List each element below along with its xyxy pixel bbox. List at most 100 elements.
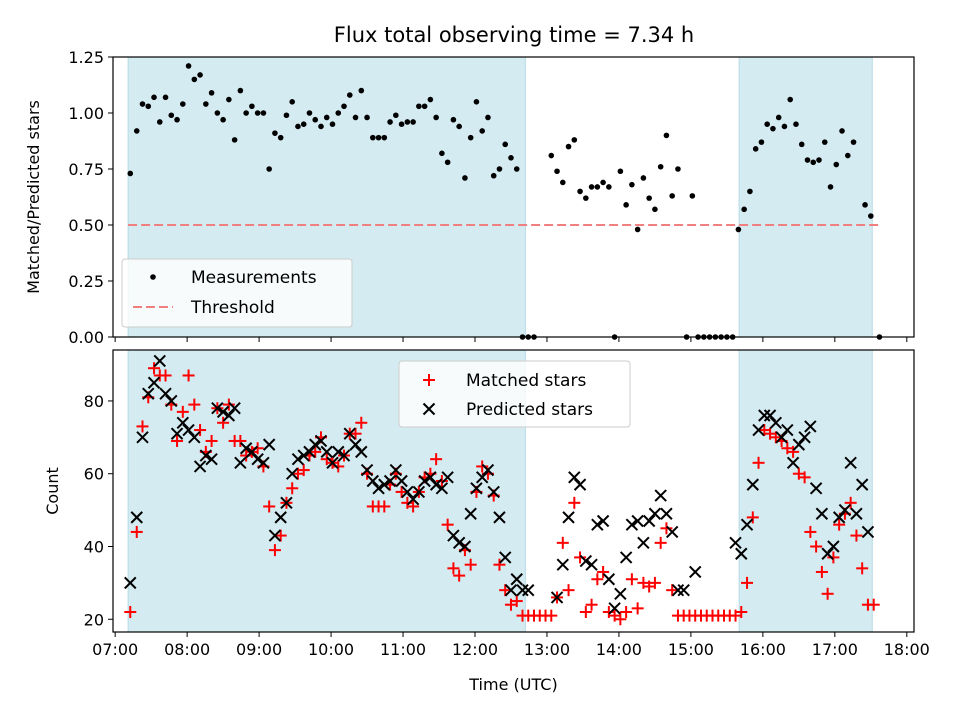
- predicted-star-point: [504, 583, 518, 597]
- marker-stroke: [850, 507, 863, 520]
- measurement-point: [387, 119, 393, 125]
- measurement-point: [634, 226, 641, 233]
- measurement-point: [485, 114, 491, 121]
- matched-star-point: [234, 434, 247, 447]
- predicted-star-point: [257, 456, 270, 470]
- matched-star-point: [574, 551, 587, 564]
- marker-stroke: [844, 456, 857, 470]
- marker-stroke: [159, 387, 172, 400]
- measurement-point: [508, 155, 514, 161]
- predicted-star-point: [303, 445, 316, 459]
- predicted-star-point: [234, 456, 247, 470]
- marker-stroke: [378, 478, 391, 491]
- predicted-star-point: [130, 511, 143, 524]
- measurement-point: [318, 123, 324, 130]
- matched-star-point: [493, 558, 506, 571]
- matched-star-point: [614, 613, 627, 626]
- measurement-point: [793, 121, 799, 127]
- predicted-star-point: [401, 485, 414, 499]
- predicted-star-point: [222, 409, 236, 422]
- measurement-point: [502, 141, 509, 148]
- marker-stroke: [827, 540, 840, 553]
- predicted-star-point: [199, 449, 213, 462]
- predicted-star-point: [142, 387, 155, 400]
- measurement-point: [629, 181, 635, 188]
- matched-star-point: [222, 398, 235, 411]
- matched-star-point: [746, 511, 759, 524]
- legend-ratio: Measurements Threshold: [121, 258, 353, 328]
- measurement-point: [735, 226, 742, 233]
- x-tick-label: 08:00: [164, 640, 210, 659]
- measurement-point: [606, 184, 612, 190]
- marker-stroke: [441, 471, 454, 484]
- figure-title: Flux total observing time = 7.34 h: [334, 23, 694, 47]
- x-tick-label: 10:00: [308, 640, 354, 659]
- measurement-point: [226, 96, 232, 103]
- marker-stroke: [809, 482, 823, 495]
- measurement-point: [174, 116, 180, 123]
- measurement-point: [675, 166, 681, 172]
- predicted-star-point: [556, 558, 570, 571]
- predicted-star-point: [349, 438, 362, 451]
- marker-stroke: [550, 591, 564, 604]
- measurement-point: [185, 63, 192, 69]
- predicted-star-point: [809, 482, 823, 495]
- marker-stroke: [418, 474, 431, 488]
- marker-stroke: [746, 478, 759, 491]
- matched-star-point: [395, 485, 408, 498]
- measurement-point: [565, 143, 572, 150]
- marker-stroke: [660, 507, 673, 520]
- predicted-star-point: [631, 514, 644, 528]
- predicted-star-point: [821, 547, 834, 560]
- y-axis-label: Count: [43, 467, 62, 515]
- ratio-panel: 0.00 0.25 0.50 0.75 1.00 1.25 Matched/Predicte…: [24, 48, 915, 347]
- marker-stroke: [234, 456, 247, 470]
- matched-star-point: [850, 529, 863, 542]
- measurement-point: [197, 72, 203, 78]
- matched-star-point: [447, 562, 460, 575]
- measurement-point: [335, 110, 342, 116]
- marker-stroke: [470, 482, 483, 495]
- y-tick-label: 0.00: [68, 328, 104, 347]
- measurement-point: [467, 134, 474, 141]
- predicted-star-point: [458, 540, 472, 553]
- predicted-star-point: [608, 602, 621, 615]
- x-tick-label: 09:00: [236, 640, 282, 659]
- measurement-point: [839, 128, 845, 134]
- predicted-star-point: [268, 529, 282, 542]
- predicted-star-point: [596, 514, 610, 528]
- matched-star-point: [510, 595, 523, 608]
- measurement-point: [652, 206, 658, 213]
- measurement-point: [243, 110, 249, 116]
- predicted-star-point: [239, 442, 253, 455]
- measurement-point: [804, 157, 811, 163]
- marker-stroke: [424, 471, 437, 484]
- marker-stroke: [504, 583, 518, 597]
- measurement-point: [496, 166, 503, 172]
- marker-stroke: [216, 405, 230, 419]
- measurement-point: [456, 123, 462, 130]
- matched-star-point: [130, 525, 143, 538]
- matched-star-point: [579, 605, 592, 618]
- measurement-point: [594, 184, 601, 190]
- measurement-point: [758, 139, 765, 145]
- predicted-star-point: [447, 529, 460, 542]
- legend-box: [121, 258, 353, 328]
- measurement-point: [689, 193, 696, 199]
- marker-stroke: [314, 434, 328, 448]
- marker-stroke: [602, 573, 616, 586]
- x-tick-label: 07:00: [92, 640, 138, 659]
- matched-star-point: [804, 525, 817, 538]
- legend-label-predicted: Predicted stars: [466, 400, 593, 420]
- measurement-point: [249, 103, 255, 110]
- measurement-point: [168, 112, 175, 119]
- predicted-star-point: [815, 507, 829, 520]
- marker-stroke: [677, 583, 690, 597]
- marker-stroke: [815, 507, 829, 520]
- predicted-star-point: [297, 449, 310, 462]
- y-tick-label: 60: [84, 465, 104, 484]
- marker-stroke: [188, 431, 201, 444]
- predicted-star-point: [573, 478, 587, 491]
- measurement-point: [850, 139, 857, 145]
- measurement-point: [473, 99, 480, 105]
